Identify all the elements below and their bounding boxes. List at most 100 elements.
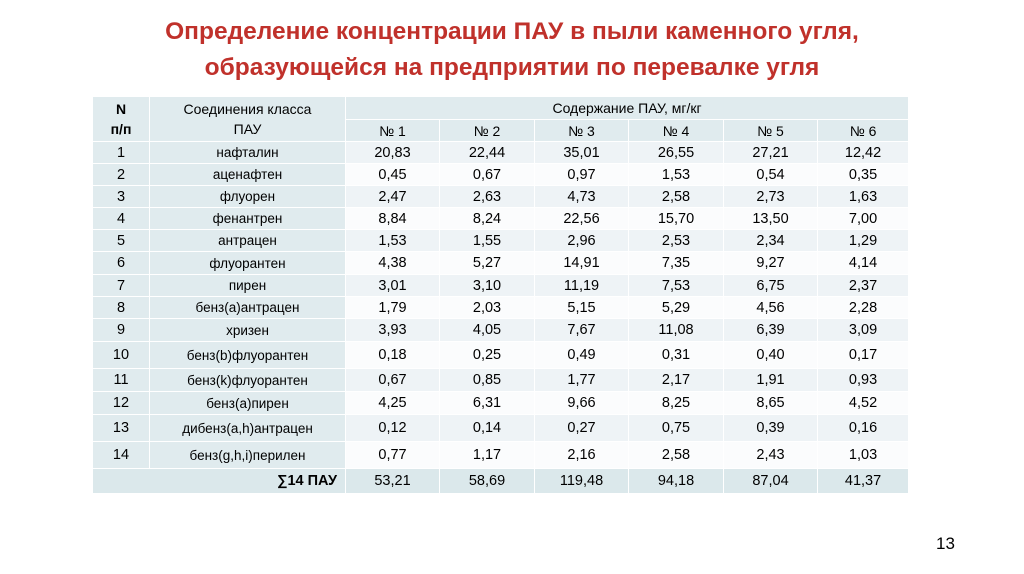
concentration-value: 4,14	[816, 251, 910, 275]
compound-name: флуорантен	[149, 251, 346, 275]
table-row: 13 дибенз(a,h)антрацен 0,12 0,14 0,27 0,75 0,3…	[92, 414, 910, 442]
concentration-value: 2,43	[723, 441, 818, 469]
table-row: 3 флуорен 2,47 2,63 4,73 2,58 2,73 1,63	[92, 185, 910, 208]
concentration-value: 8,24	[439, 207, 535, 230]
concentration-value: 2,73	[723, 185, 818, 208]
header-sample-3: № 3	[534, 119, 629, 142]
total-row: ∑14 ПАУ 53,21 58,69 119,48 94,18 87,04 4…	[92, 468, 910, 494]
concentration-value: 0,97	[534, 163, 629, 186]
concentration-value: 0,54	[723, 163, 818, 186]
concentration-value: 0,93	[816, 368, 910, 392]
concentration-value: 14,91	[534, 251, 629, 275]
concentration-value: 2,37	[816, 274, 910, 297]
concentration-value: 1,55	[439, 229, 535, 252]
concentration-value: 12,42	[816, 141, 910, 164]
row-number: 8	[92, 296, 150, 319]
concentration-value: 3,09	[816, 318, 910, 342]
row-number: 9	[92, 318, 150, 342]
concentration-value: 3,93	[345, 318, 440, 342]
row-number: 6	[92, 251, 150, 275]
slide-title: Определение концентрации ПАУ в пыли каме…	[0, 14, 1024, 86]
table-body: 1 нафталин 20,83 22,44 35,01 26,55 27,21 12,42 2…	[92, 141, 910, 469]
concentration-value: 6,31	[439, 391, 535, 415]
concentration-value: 7,67	[534, 318, 629, 342]
concentration-value: 4,52	[816, 391, 910, 415]
concentration-value: 7,53	[628, 274, 724, 297]
total-value: 94,18	[628, 468, 724, 494]
concentration-value: 0,75	[628, 414, 724, 442]
row-number: 3	[92, 185, 150, 208]
row-number: 11	[92, 368, 150, 392]
concentration-value: 8,25	[628, 391, 724, 415]
concentration-value: 0,25	[439, 341, 535, 369]
concentration-value: 0,35	[816, 163, 910, 186]
concentration-value: 9,66	[534, 391, 629, 415]
header-content: Содержание ПАУ, мг/кг	[344, 96, 910, 120]
concentration-value: 6,39	[723, 318, 818, 342]
row-number: 14	[92, 441, 150, 469]
header-number: N п/п	[92, 96, 150, 142]
compound-name: хризен	[149, 318, 346, 342]
header-sample-6: № 6	[816, 119, 910, 142]
row-number: 7	[92, 274, 150, 297]
concentration-value: 5,29	[628, 296, 724, 319]
concentration-value: 11,08	[628, 318, 724, 342]
concentration-value: 3,01	[345, 274, 440, 297]
concentration-value: 1,91	[723, 368, 818, 392]
concentration-value: 0,77	[345, 441, 440, 469]
concentration-value: 1,53	[628, 163, 724, 186]
concentration-value: 2,34	[723, 229, 818, 252]
compound-name: бенз(g,h,i)перилен	[149, 441, 346, 469]
table-row: 7 пирен 3,01 3,10 11,19 7,53 6,75 2,37	[92, 274, 910, 297]
concentration-value: 0,12	[345, 414, 440, 442]
compound-name: бенз(а)пирен	[149, 391, 346, 415]
table-row: 1 нафталин 20,83 22,44 35,01 26,55 27,21 12,42	[92, 141, 910, 164]
row-number: 13	[92, 414, 150, 442]
header-sample-4: № 4	[628, 119, 724, 142]
compound-name: бенз(а)антрацен	[149, 296, 346, 319]
table-row: 11 бенз(k)флуорантен 0,67 0,85 1,77 2,17 1,91 0…	[92, 368, 910, 392]
compound-name: бенз(b)флуорантен	[149, 341, 346, 369]
concentration-value: 0,40	[723, 341, 818, 369]
table-row: 10 бенз(b)флуорантен 0,18 0,25 0,49 0,31 0,40 0…	[92, 341, 910, 369]
concentration-value: 4,38	[345, 251, 440, 275]
row-number: 2	[92, 163, 150, 186]
concentration-value: 7,00	[816, 207, 910, 230]
compound-name: пирен	[149, 274, 346, 297]
concentration-value: 1,63	[816, 185, 910, 208]
page-number: 13	[936, 534, 955, 553]
compound-name: фенантрен	[149, 207, 346, 230]
concentration-value: 0,31	[628, 341, 724, 369]
concentration-value: 2,28	[816, 296, 910, 319]
header-compound-class-line-2: ПАУ	[233, 121, 262, 137]
total-label: ∑14 ПАУ	[92, 468, 346, 494]
concentration-value: 4,73	[534, 185, 629, 208]
concentration-value: 1,79	[345, 296, 440, 319]
table-row: 6 флуорантен 4,38 5,27 14,91 7,35 9,27 4,14	[92, 251, 910, 275]
concentration-value: 0,39	[723, 414, 818, 442]
concentration-value: 0,45	[345, 163, 440, 186]
concentration-value: 20,83	[345, 141, 440, 164]
total-value: 41,37	[816, 468, 910, 494]
concentration-value: 0,67	[439, 163, 535, 186]
concentration-value: 26,55	[628, 141, 724, 164]
table-row: 9 хризен 3,93 4,05 7,67 11,08 6,39 3,09	[92, 318, 910, 342]
concentration-value: 0,85	[439, 368, 535, 392]
concentration-value: 2,96	[534, 229, 629, 252]
concentration-value: 11,19	[534, 274, 629, 297]
concentration-value: 1,29	[816, 229, 910, 252]
concentration-value: 0,67	[345, 368, 440, 392]
concentration-value: 4,05	[439, 318, 535, 342]
slide-title-line-2: образующейся на предприятии по перевалке…	[204, 54, 820, 81]
row-number: 5	[92, 229, 150, 252]
compound-name: нафталин	[149, 141, 346, 164]
header-sample-1: № 1	[345, 119, 440, 142]
row-number: 1	[92, 141, 150, 164]
compound-name: антрацен	[149, 229, 346, 252]
concentration-value: 15,70	[628, 207, 724, 230]
total-value: 87,04	[723, 468, 818, 494]
concentration-value: 2,63	[439, 185, 535, 208]
concentration-value: 8,84	[345, 207, 440, 230]
table-row: 2 аценафтен 0,45 0,67 0,97 1,53 0,54 0,35	[92, 163, 910, 186]
total-value: 119,48	[534, 468, 629, 494]
